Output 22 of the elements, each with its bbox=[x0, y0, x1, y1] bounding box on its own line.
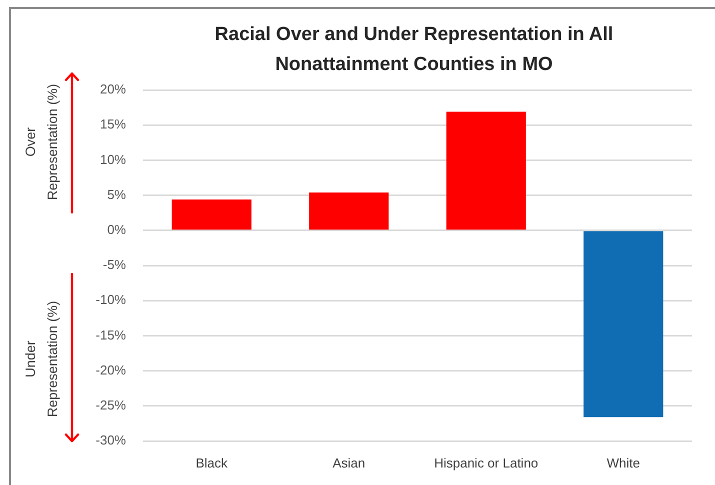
x-tick-label: Black bbox=[196, 455, 228, 470]
y-tick-label: -15% bbox=[96, 327, 126, 342]
y-tick-label: -20% bbox=[96, 362, 126, 378]
x-tick-label: White bbox=[606, 455, 640, 470]
bar bbox=[446, 112, 526, 230]
x-tick-label: Hispanic or Latino bbox=[434, 455, 538, 470]
y-tick-label: -25% bbox=[96, 397, 126, 412]
y-tick-label: 5% bbox=[107, 186, 126, 202]
chart-title: Racial Over and Under Representation in All Nonattainment Counties in MO bbox=[214, 23, 614, 77]
y-tick-label: 10% bbox=[100, 152, 126, 167]
y-tick-label: 15% bbox=[100, 116, 126, 132]
x-tick-label: Asian bbox=[332, 455, 366, 470]
y-tick-label: 0% bbox=[107, 222, 126, 237]
bar bbox=[309, 192, 389, 230]
text: Over Representation (%) bbox=[22, 83, 61, 202]
bar bbox=[172, 200, 252, 230]
y-tick-label: -10% bbox=[96, 292, 126, 308]
bar bbox=[584, 231, 664, 418]
y-tick-label: 20% bbox=[100, 82, 126, 97]
y-tick-label: -30% bbox=[96, 432, 126, 448]
text: Under Representation (%) bbox=[22, 300, 61, 419]
y-tick-label: -5% bbox=[102, 257, 126, 272]
